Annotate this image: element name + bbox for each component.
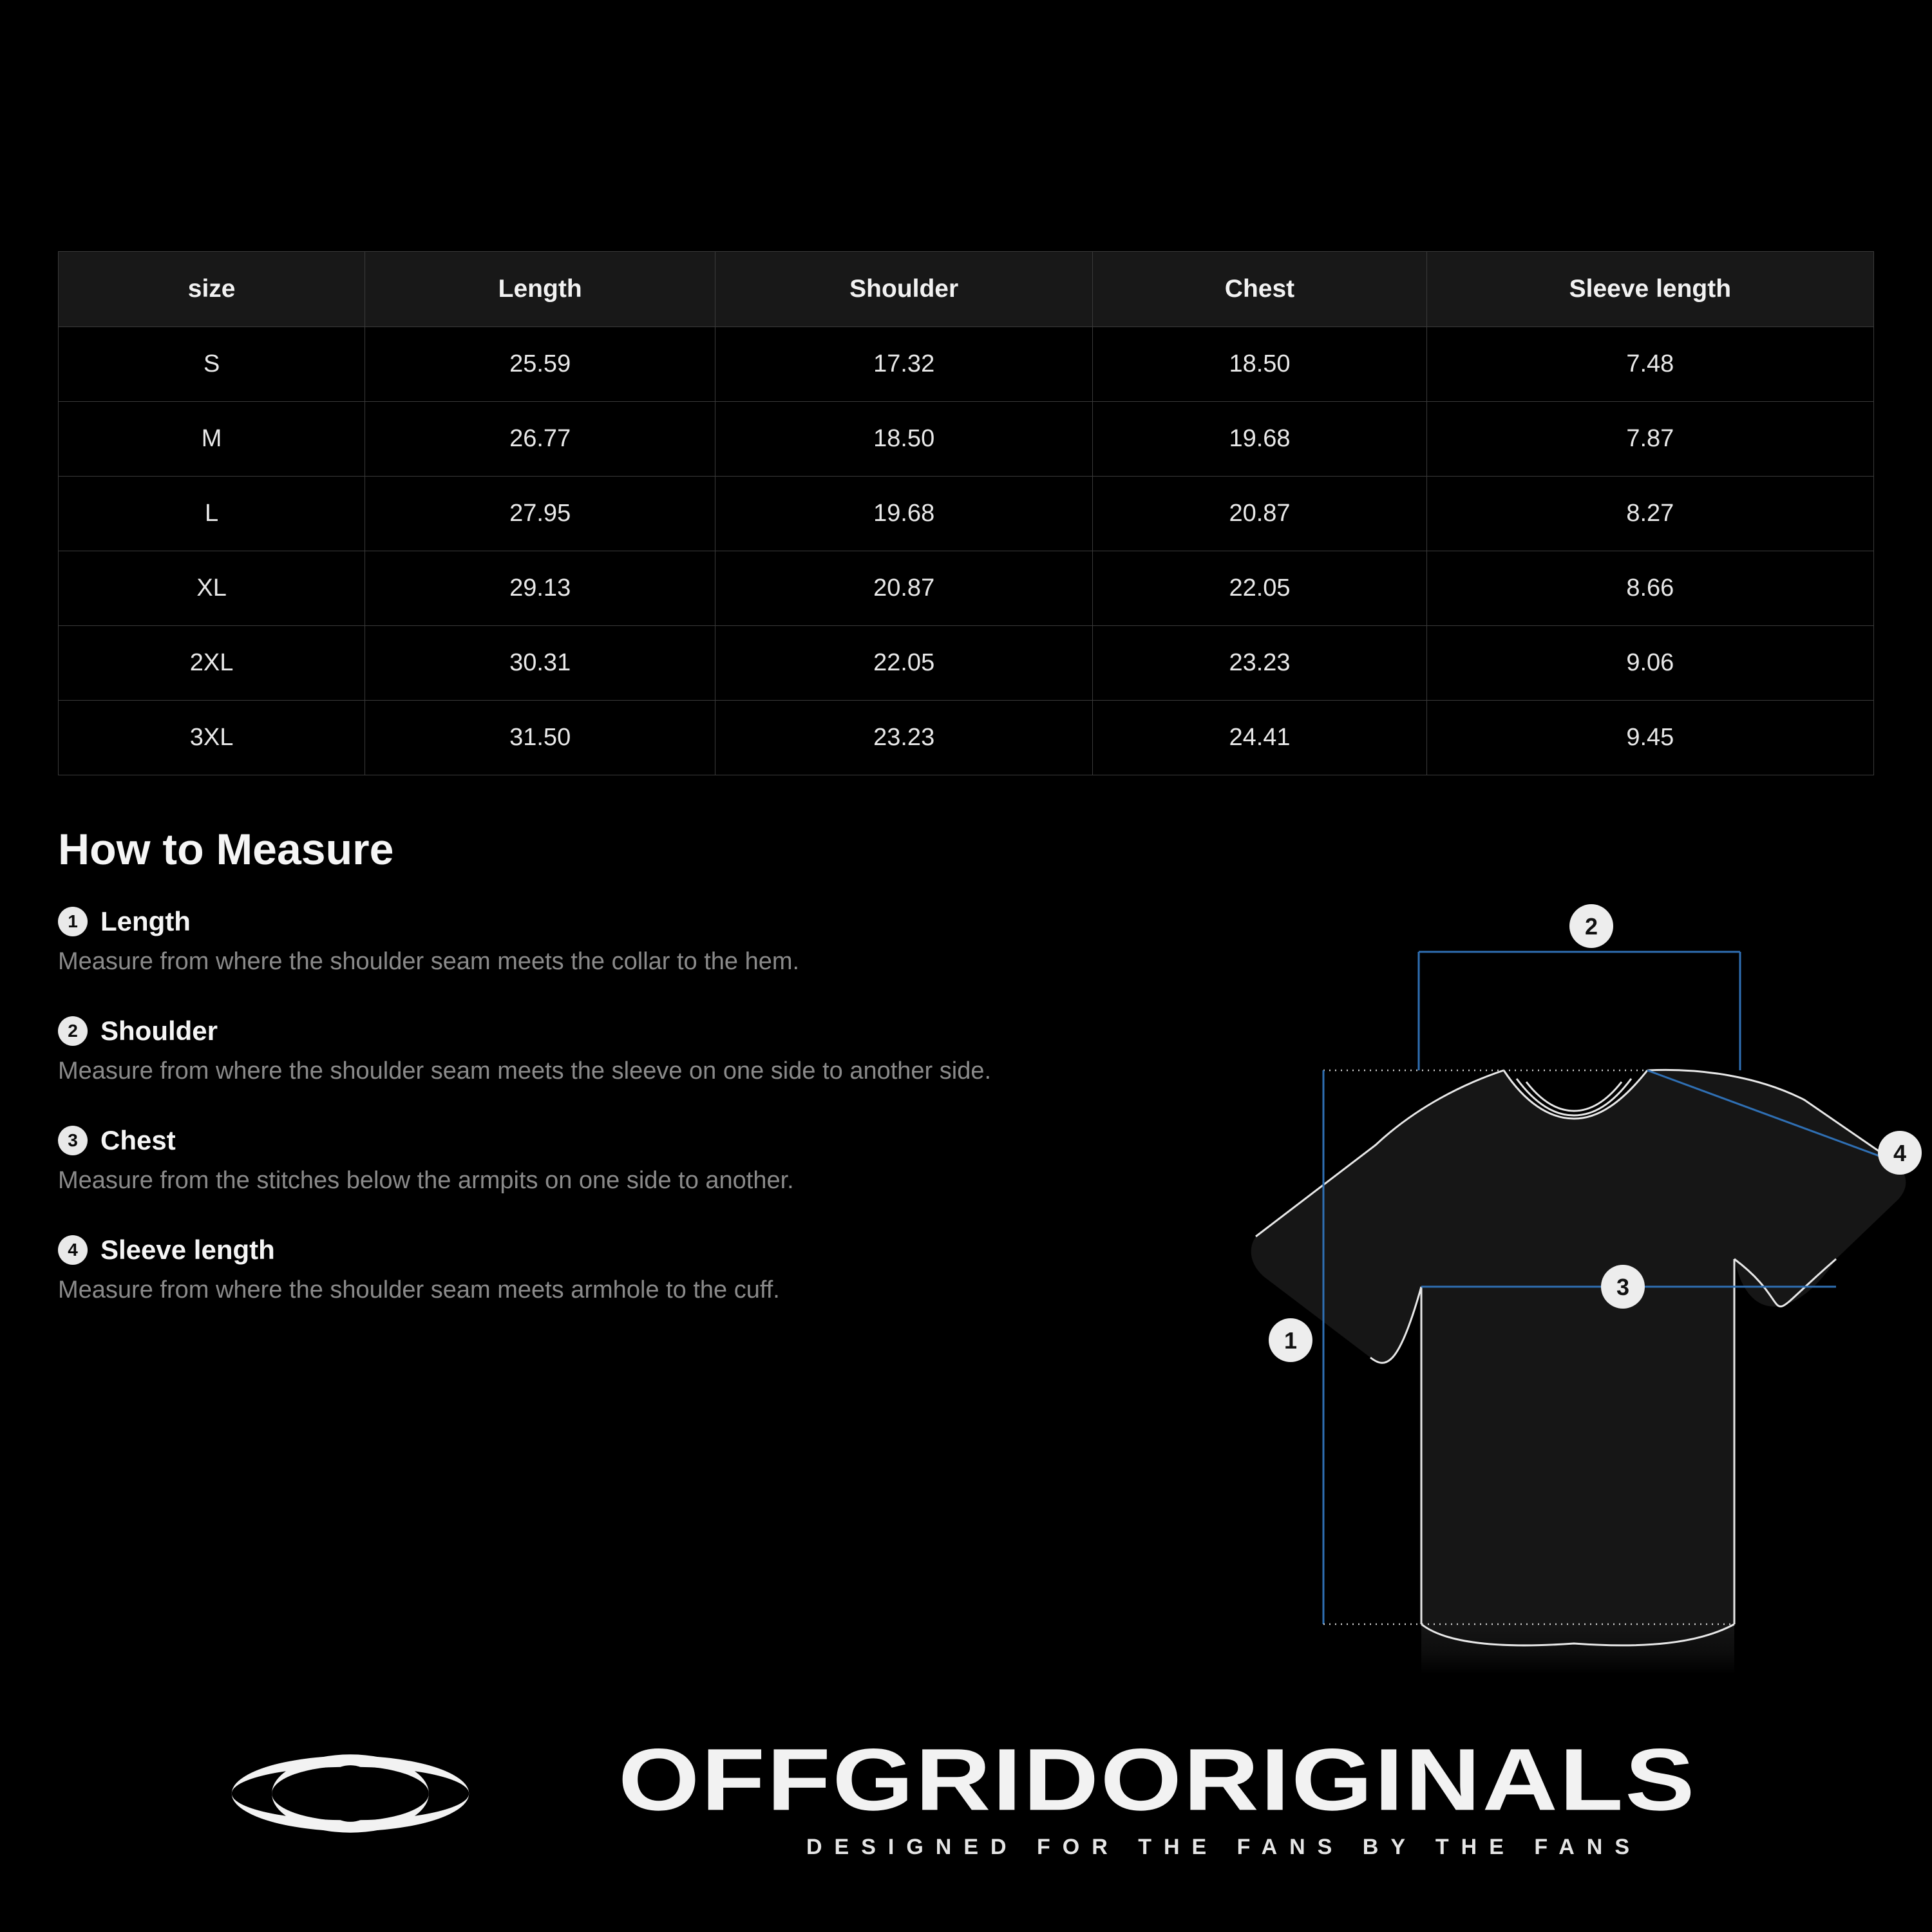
svg-text:1: 1 [1284,1327,1297,1354]
svg-text:3: 3 [1616,1274,1629,1300]
svg-text:2: 2 [1585,913,1598,940]
svg-text:4: 4 [1893,1140,1906,1166]
